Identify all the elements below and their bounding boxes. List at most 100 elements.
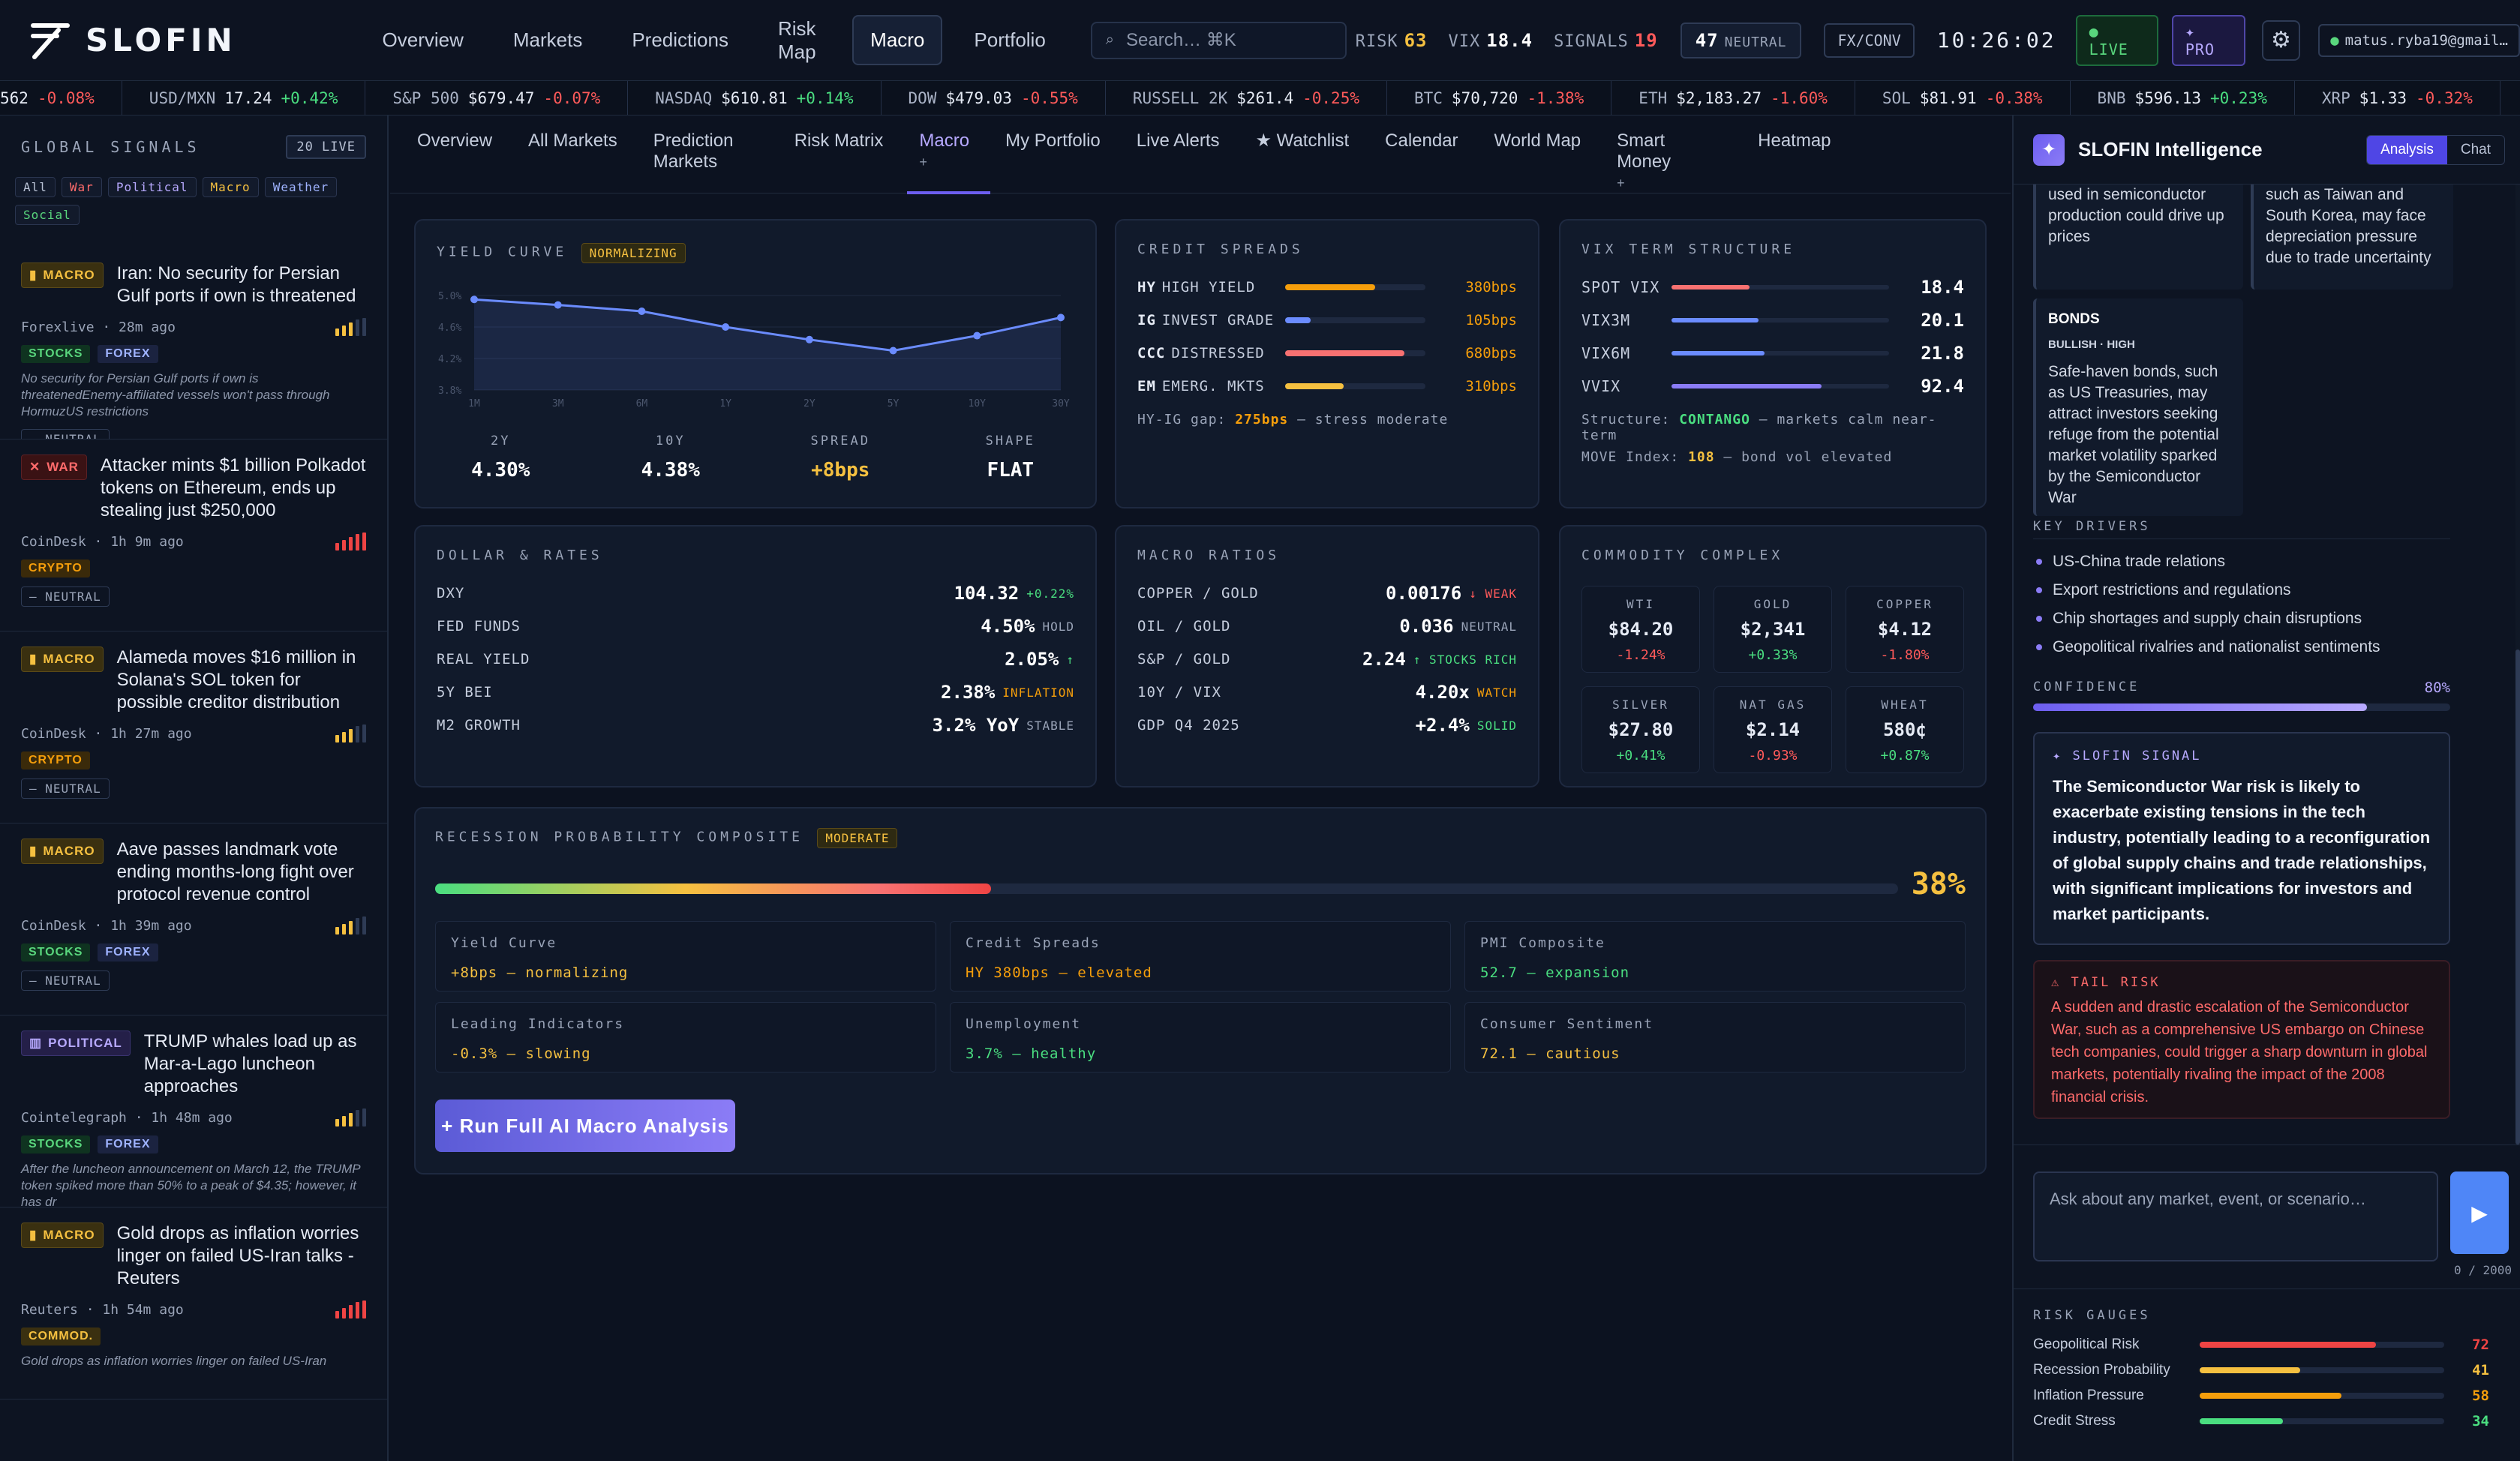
gauge-recession-probability[interactable]: Recession Probability 41	[2033, 1358, 2498, 1383]
tab-heatmap[interactable]: Heatmap	[1758, 130, 1831, 194]
tab-calendar[interactable]: Calendar	[1385, 130, 1458, 194]
commodity-copper[interactable]: COPPER $4.12 -1.80%	[1846, 586, 1964, 673]
tag-stocks[interactable]: STOCKS	[21, 345, 91, 363]
tab-chat[interactable]: Chat	[2460, 141, 2491, 158]
filter-weather[interactable]: Weather	[264, 177, 338, 197]
commodity-wheat[interactable]: WHEAT 580¢ +0.87%	[1846, 686, 1964, 773]
curve-point[interactable]	[554, 301, 562, 309]
gauge-credit-stress[interactable]: Credit Stress 34	[2033, 1408, 2498, 1434]
oil-gold-row[interactable]: OIL / GOLD 0.036 NEUTRAL	[1137, 610, 1517, 643]
gdp-q4-2025-row[interactable]: GDP Q4 2025 +2.4% SOLID	[1137, 709, 1517, 742]
nav-link-risk-map[interactable]: Risk Map	[777, 16, 816, 63]
tag-crypto[interactable]: CRYPTO	[21, 752, 90, 770]
list-item[interactable]: ▮ MACRO Alameda moves $16 million in Solan…	[0, 632, 387, 824]
tab-risk-matrix[interactable]: Risk Matrix	[794, 130, 884, 194]
curve-point[interactable]	[973, 332, 981, 340]
nav-link-overview[interactable]: Overview	[382, 28, 464, 51]
curve-point[interactable]	[638, 308, 646, 315]
tab-live-alerts[interactable]: Live Alerts	[1137, 130, 1220, 194]
tab-watchlist[interactable]: ★ Watchlist	[1256, 130, 1350, 194]
tag-forex[interactable]: FOREX	[98, 944, 158, 962]
filter-all[interactable]: All	[15, 177, 56, 197]
curve-point[interactable]	[805, 335, 813, 344]
vix-row[interactable]: VIX6M 21.8	[1581, 337, 1964, 370]
spread-row[interactable]: EM EMERG. MKTS 310bps	[1137, 370, 1517, 403]
settings-button[interactable]: ⚙	[2261, 20, 2301, 61]
ticker-item[interactable]: NASDAQ $610.81 +0.14%	[628, 81, 882, 115]
gauge-geopolitical-risk[interactable]: Geopolitical Risk 72	[2033, 1332, 2498, 1358]
spread-row[interactable]: IG INVEST GRADE 105bps	[1137, 304, 1517, 337]
commodity-gold[interactable]: GOLD $2,341 +0.33%	[1714, 586, 1832, 673]
nav-link-portfolio[interactable]: Portfolio	[974, 28, 1046, 51]
tab-analysis[interactable]: Analysis	[2367, 135, 2447, 164]
list-item[interactable]: ✕ WAR Attacker mints $1 billion Polkadot t…	[0, 440, 387, 632]
real-yield-row[interactable]: REAL YIELD 2.05% ↑	[437, 643, 1074, 676]
commodity-nat-gas[interactable]: NAT GAS $2.14 -0.93%	[1714, 686, 1832, 773]
filter-political[interactable]: Political	[107, 177, 197, 197]
dxy-row[interactable]: DXY 104.32 +0.22%	[437, 577, 1074, 610]
m2-growth-row[interactable]: M2 GROWTH 3.2% YoY STABLE	[437, 709, 1074, 742]
filter-social[interactable]: Social	[15, 205, 80, 225]
s-p-gold-row[interactable]: S&P / GOLD 2.24 ↑ STOCKS RICH	[1137, 643, 1517, 676]
spread-row[interactable]: CCC DISTRESSED 680bps	[1137, 337, 1517, 370]
fx-conv-button[interactable]: FX/CONV	[1824, 22, 1915, 58]
curve-point[interactable]	[889, 346, 897, 355]
signal-title[interactable]: Alameda moves $16 million in Solana's SO…	[116, 647, 356, 712]
tag-crypto[interactable]: CRYPTO	[21, 560, 90, 578]
10y-vix-row[interactable]: 10Y / VIX 4.20x WATCH	[1137, 676, 1517, 709]
filter-macro[interactable]: Macro	[202, 177, 259, 197]
fed-funds-row[interactable]: FED FUNDS 4.50% HOLD	[437, 610, 1074, 643]
ticker-item[interactable]: BNB $596.13 +0.23%	[2071, 81, 2295, 115]
gauge-inflation-pressure[interactable]: Inflation Pressure 58	[2033, 1383, 2498, 1408]
ask-input[interactable]: Ask about any market, event, or scenario…	[2033, 1172, 2438, 1262]
tag-forex[interactable]: FOREX	[98, 1136, 158, 1154]
curve-point[interactable]	[722, 323, 730, 331]
spread-row[interactable]: HY HIGH YIELD 380bps	[1137, 271, 1517, 304]
ticker-item[interactable]: RUSSELL 2K $261.4 -0.25%	[1106, 81, 1387, 115]
tab-prediction-markets[interactable]: Prediction Markets	[653, 130, 758, 194]
tab-overview[interactable]: Overview	[417, 130, 492, 194]
send-button[interactable]: ▶	[2450, 1172, 2509, 1254]
tab-all-markets[interactable]: All Markets	[528, 130, 617, 194]
list-item[interactable]: ▮ MACRO Iran: No security for Persian Gulf…	[0, 248, 387, 440]
tag-stocks[interactable]: STOCKS	[21, 1136, 91, 1154]
filter-war[interactable]: War	[61, 177, 102, 197]
vix-row[interactable]: VVIX 92.4	[1581, 370, 1964, 403]
sentiment-pill[interactable]: 47 NEUTRAL	[1680, 22, 1802, 58]
ticker-item[interactable]: ETH $2,183.27 -1.60%	[1611, 81, 1855, 115]
ticker-item[interactable]: USD/MXN 17.24 +0.42%	[122, 81, 366, 115]
scrollbar-thumb[interactable]	[2515, 650, 2520, 1144]
search-input[interactable]: ⌕ Search… ⌘K	[1090, 21, 1347, 59]
live-badge[interactable]: ● LIVE	[2075, 14, 2158, 66]
nav-link-macro[interactable]: Macro	[852, 15, 943, 65]
tab-smart-money[interactable]: Smart Money +	[1617, 130, 1722, 194]
ticker-item[interactable]: DOW $479.03 -0.55%	[882, 81, 1106, 115]
tab-macro[interactable]: Macro +	[907, 130, 990, 194]
tab-my-portfolio[interactable]: My Portfolio	[1005, 130, 1101, 194]
vix-row[interactable]: SPOT VIX 18.4	[1581, 271, 1964, 304]
signal-title[interactable]: Iran: No security for Persian Gulf ports…	[116, 263, 356, 306]
tab-world-map[interactable]: World Map	[1494, 130, 1581, 194]
copper-gold-row[interactable]: COPPER / GOLD 0.00176 ↓ WEAK	[1137, 577, 1517, 610]
5y-bei-row[interactable]: 5Y BEI 2.38% INFLATION	[437, 676, 1074, 709]
vix-row[interactable]: VIX3M 20.1	[1581, 304, 1964, 337]
curve-point[interactable]	[470, 296, 478, 304]
curve-point[interactable]	[1057, 314, 1065, 322]
nav-link-markets[interactable]: Markets	[512, 28, 583, 51]
brand[interactable]: SLOFIN	[29, 20, 342, 62]
user-account-button[interactable]: ● matus.ryba19@gmail…	[2318, 23, 2520, 57]
commodity-wti[interactable]: WTI $84.20 -1.24%	[1581, 586, 1700, 673]
nav-link-predictions[interactable]: Predictions	[632, 28, 728, 51]
analysis-scrollbar[interactable]	[2515, 184, 2520, 1144]
tag-commod[interactable]: COMMOD.	[21, 1328, 101, 1346]
signal-title[interactable]: Attacker mints $1 billion Polkadot token…	[100, 455, 366, 520]
tag-forex[interactable]: FOREX	[98, 345, 158, 363]
run-ai-analysis-button[interactable]: + Run Full AI Macro Analysis	[435, 1100, 735, 1152]
ticker-item[interactable]: XRP $1.33 -0.32%	[2295, 81, 2500, 115]
ticker-item[interactable]: S&P 500 $679.47 -0.07%	[365, 81, 629, 115]
tag-stocks[interactable]: STOCKS	[21, 944, 91, 962]
list-item[interactable]: ▮ MACRO Gold drops as inflation worries li…	[0, 1208, 387, 1400]
pro-badge[interactable]: ✦ PRO	[2171, 14, 2245, 66]
signal-title[interactable]: TRUMP whales load up as Mar-a-Lago lunch…	[143, 1031, 357, 1096]
commodity-silver[interactable]: SILVER $27.80 +0.41%	[1581, 686, 1700, 773]
